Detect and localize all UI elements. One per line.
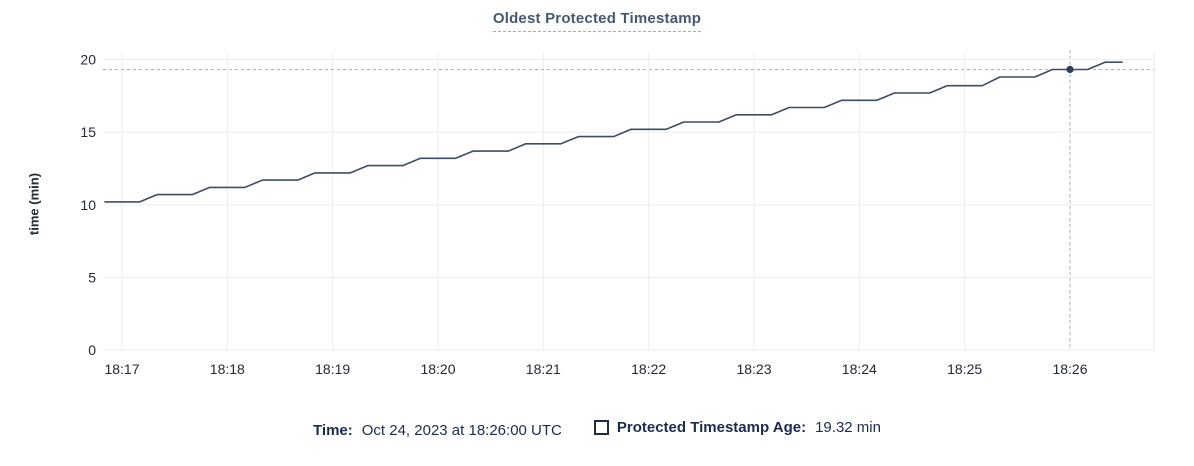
y-tick-label: 10: [80, 197, 96, 213]
x-tick-label: 18:22: [631, 361, 666, 377]
chart-title[interactable]: Oldest Protected Timestamp: [492, 10, 702, 32]
y-tick-label: 5: [88, 269, 96, 285]
time-label: Time:: [313, 422, 353, 439]
x-tick-label: 18:17: [104, 361, 139, 377]
hover-point-dot: [1066, 65, 1074, 74]
x-tick-label: 18:20: [420, 361, 455, 377]
legend-value: 19.32 min: [815, 419, 881, 436]
legend-item[interactable]: Protected Timestamp Age: 19.32 min: [593, 419, 881, 436]
x-tick-label: 18:18: [210, 361, 245, 377]
chart-plot-area[interactable]: 0 5 10 15 20 18:17 18:18 18:19 18:20 18:21 18:22 18…: [0, 0, 1194, 400]
y-tick-label: 15: [80, 124, 96, 140]
y-tick-label: 20: [80, 52, 96, 68]
series-checkbox[interactable]: [593, 420, 609, 435]
x-tick-label: 18:24: [842, 361, 877, 377]
x-tick-label: 18:26: [1052, 361, 1087, 377]
x-tick-label: 18:23: [736, 361, 771, 377]
x-tick-label: 18:21: [526, 361, 561, 377]
chart-header: Oldest Protected Timestamp: [0, 10, 1194, 32]
series-line: [104, 61, 1123, 203]
chart-footer: Time: Oct 24, 2023 at 18:26:00 UTC Protect…: [0, 419, 1194, 439]
y-tick-label: 0: [88, 342, 96, 358]
x-tick-label: 18:19: [315, 361, 350, 377]
time-value: Oct 24, 2023 at 18:26:00 UTC: [361, 422, 562, 439]
legend-label: Protected Timestamp Age:: [616, 419, 807, 436]
x-tick-label: 18:25: [947, 361, 982, 377]
